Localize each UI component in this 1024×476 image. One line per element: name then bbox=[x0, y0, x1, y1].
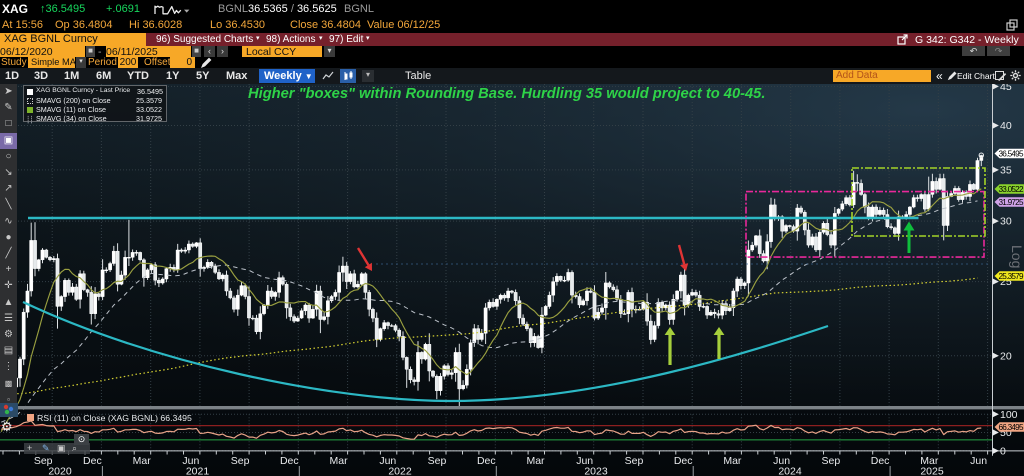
svg-text:Sep: Sep bbox=[231, 455, 250, 467]
svg-text:Mar: Mar bbox=[526, 455, 545, 467]
svg-text:35: 35 bbox=[1000, 165, 1012, 177]
svg-text:Dec: Dec bbox=[83, 455, 102, 467]
svg-text:2025: 2025 bbox=[920, 466, 944, 476]
svg-text:Mar: Mar bbox=[920, 455, 939, 467]
svg-text:Sep: Sep bbox=[428, 455, 447, 467]
svg-text:45: 45 bbox=[1000, 84, 1012, 93]
svg-text:Higher "boxes" within Rounding: Higher "boxes" within Rounding Base. Hur… bbox=[248, 86, 765, 102]
svg-text:RSI (11) on Close (XAG BGNL): RSI (11) on Close (XAG BGNL) 66.3495 bbox=[37, 413, 192, 423]
svg-text:Log: Log bbox=[1009, 245, 1024, 268]
svg-text:Dec: Dec bbox=[280, 455, 299, 467]
svg-text:Sep: Sep bbox=[625, 455, 644, 467]
svg-text:2022: 2022 bbox=[388, 466, 412, 476]
svg-text:Mar: Mar bbox=[133, 455, 152, 467]
svg-text:2020: 2020 bbox=[48, 466, 72, 476]
svg-text:2024: 2024 bbox=[778, 466, 802, 476]
svg-text:Sep: Sep bbox=[822, 455, 841, 467]
svg-text:50: 50 bbox=[1000, 427, 1012, 439]
svg-text:20: 20 bbox=[1000, 350, 1012, 362]
svg-text:40: 40 bbox=[1000, 120, 1012, 132]
svg-text:Dec: Dec bbox=[477, 455, 496, 467]
svg-text:Jun: Jun bbox=[379, 455, 396, 467]
svg-text:2023: 2023 bbox=[584, 466, 608, 476]
svg-text:Jun: Jun bbox=[576, 455, 593, 467]
svg-text:Mar: Mar bbox=[330, 455, 349, 467]
svg-text:25: 25 bbox=[1000, 276, 1012, 288]
svg-text:Dec: Dec bbox=[674, 455, 693, 467]
svg-text:0: 0 bbox=[1000, 445, 1006, 457]
svg-text:Jun: Jun bbox=[182, 455, 199, 467]
svg-text:66.3495: 66.3495 bbox=[999, 423, 1024, 432]
svg-text:33.0522: 33.0522 bbox=[999, 185, 1024, 194]
svg-text:Dec: Dec bbox=[871, 455, 890, 467]
svg-text:Mar: Mar bbox=[723, 455, 742, 467]
svg-text:30: 30 bbox=[1000, 216, 1012, 228]
svg-text:Jun: Jun bbox=[773, 455, 790, 467]
svg-text:25.3579: 25.3579 bbox=[999, 272, 1024, 281]
svg-text:31.9725: 31.9725 bbox=[999, 198, 1024, 207]
svg-text:2021: 2021 bbox=[186, 466, 210, 476]
svg-text:Sep: Sep bbox=[34, 455, 53, 467]
svg-text:100: 100 bbox=[1000, 409, 1018, 421]
svg-text:36.5495: 36.5495 bbox=[999, 150, 1024, 159]
svg-text:Jun: Jun bbox=[970, 455, 987, 467]
